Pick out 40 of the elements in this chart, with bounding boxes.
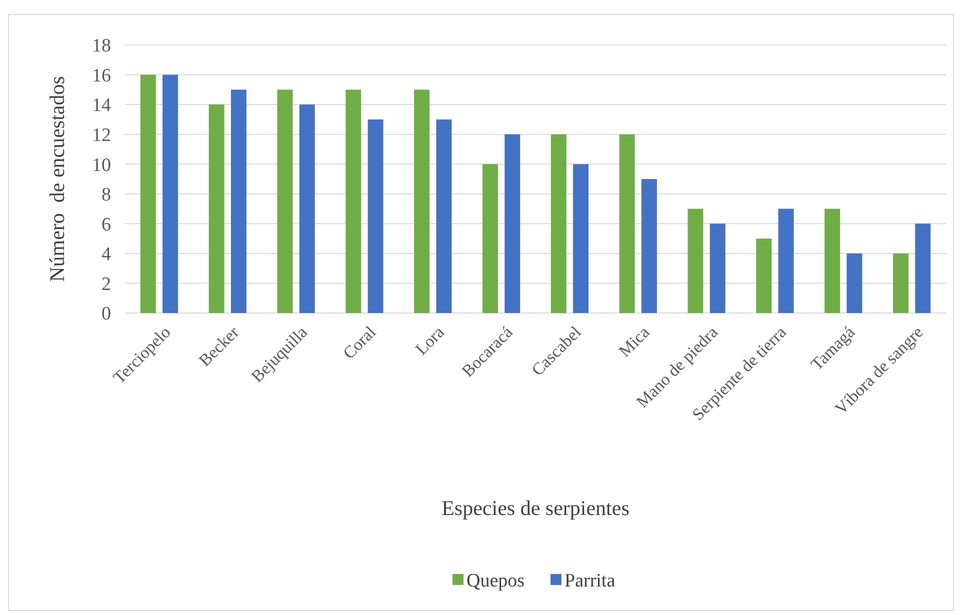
legend-label: Quepos (466, 570, 525, 592)
legend-label: Parrita (564, 570, 616, 592)
x-tick-label: Lora (412, 322, 448, 359)
y-tick-label: 6 (102, 214, 111, 236)
y-tick-label: 14 (92, 95, 112, 116)
bar (208, 104, 224, 313)
bar (619, 134, 635, 313)
y-axis-title: Número de encuestados (45, 76, 69, 282)
y-tick-label: 10 (92, 154, 111, 176)
y-tick-label: 2 (102, 274, 111, 295)
bar (504, 134, 520, 313)
bar (414, 90, 430, 313)
bar (162, 74, 178, 313)
bar (710, 224, 726, 313)
bar (778, 208, 794, 313)
bar (846, 253, 862, 313)
y-tick-label: 8 (102, 184, 111, 206)
bar (368, 119, 384, 313)
y-tick-label: 16 (92, 65, 111, 86)
bar (277, 90, 293, 313)
bar (756, 238, 772, 313)
x-tick-label: Mica (615, 322, 654, 361)
bar (915, 224, 931, 313)
bar (824, 208, 840, 313)
y-tick-label: 12 (92, 124, 111, 146)
bar (641, 179, 657, 313)
x-axis-title: Especies de serpientes (442, 496, 630, 520)
bar (346, 90, 362, 313)
bar (230, 90, 246, 313)
bar (892, 253, 908, 313)
bar (573, 164, 589, 313)
bar (482, 164, 498, 313)
bar (140, 74, 156, 313)
bar (688, 208, 704, 313)
y-tick-label: 4 (102, 244, 112, 266)
bar (550, 134, 566, 313)
y-tick-label: 0 (102, 304, 111, 325)
bar (299, 104, 315, 313)
bar (436, 119, 452, 313)
y-tick-label: 18 (92, 36, 111, 57)
